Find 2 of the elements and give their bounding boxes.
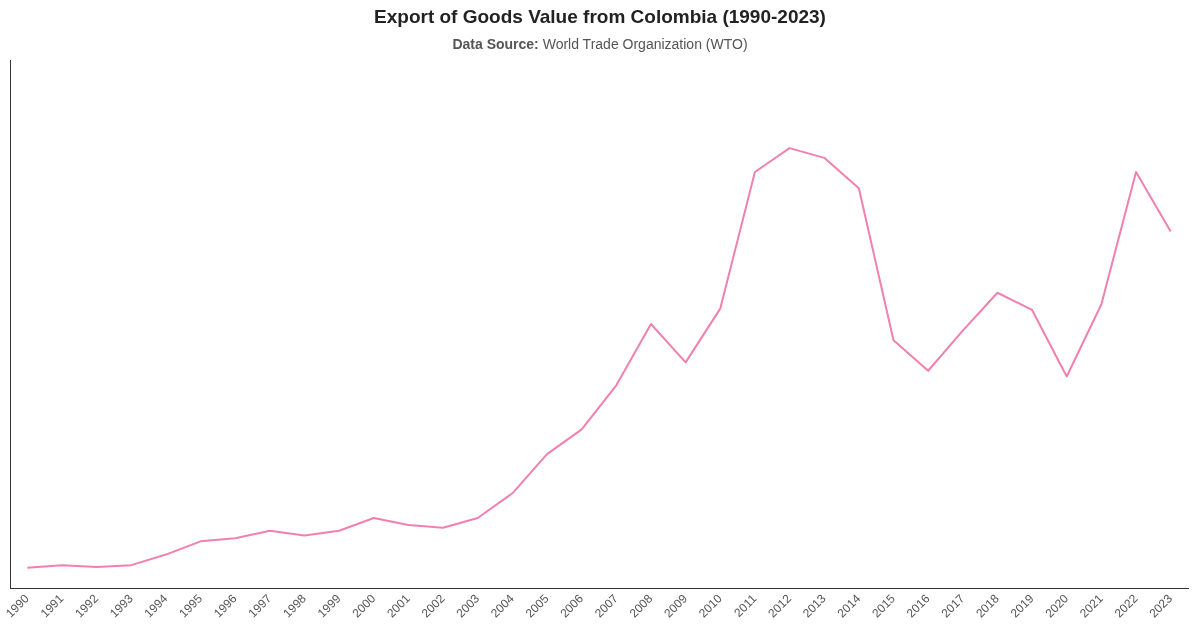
chart-title: Export of Goods Value from Colombia (1990-2023)	[373, 6, 827, 28]
chart-subtitle: Data Source: World Trade Organization (WTO)	[451, 36, 749, 52]
